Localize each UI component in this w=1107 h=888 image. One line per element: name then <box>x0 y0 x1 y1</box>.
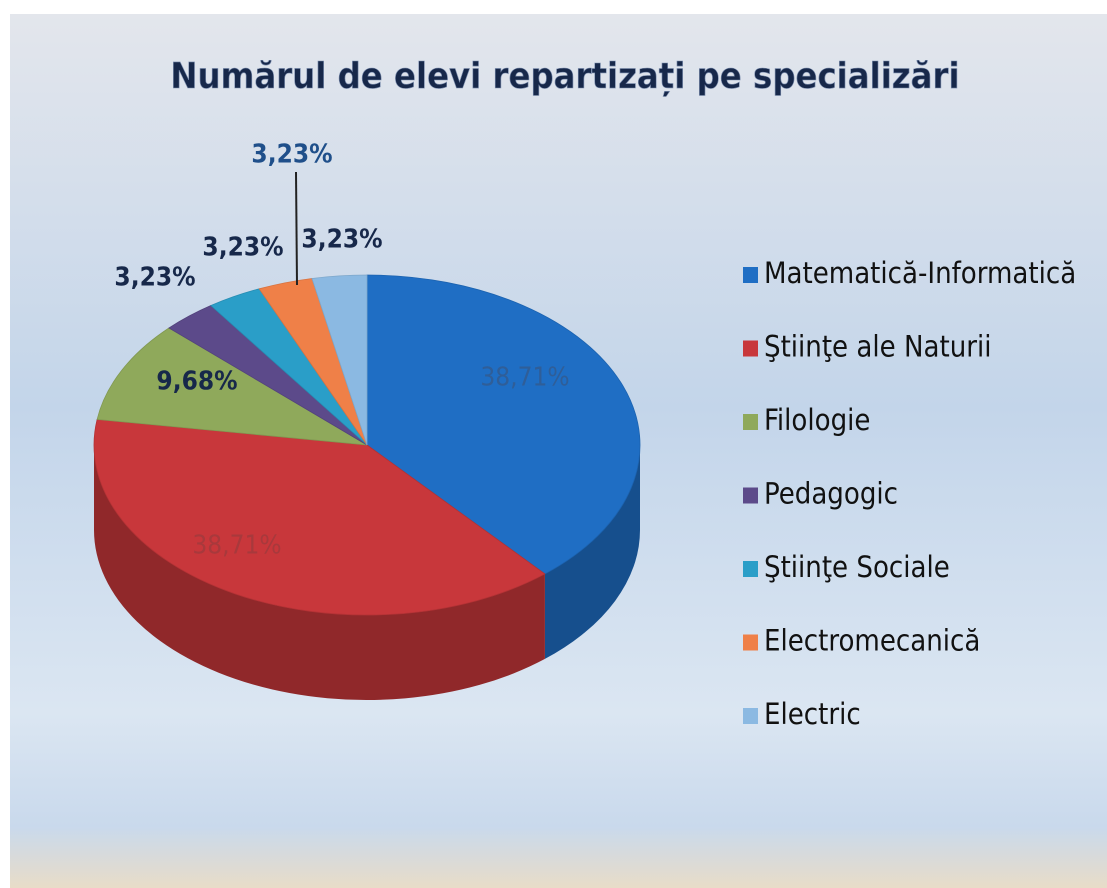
pie-slice <box>93 418 546 616</box>
legend-swatch <box>743 708 758 724</box>
legend-label: Ştiinţe Sociale <box>764 550 950 584</box>
data-label: 3,23% <box>114 263 195 293</box>
legend-swatch <box>743 634 758 651</box>
legend-label: Electromecanică <box>764 624 980 658</box>
leader-line <box>295 171 298 286</box>
data-label: 3,23% <box>251 140 332 170</box>
legend-label: Ştiinţe ale Naturii <box>764 330 991 364</box>
data-label: 3,23% <box>301 225 382 255</box>
legend-swatch <box>743 561 758 577</box>
pie-slice <box>96 327 368 446</box>
legend-swatch <box>743 340 758 357</box>
pie-slice-side <box>94 445 545 700</box>
legend-label: Filologie <box>764 403 870 437</box>
legend-label: Pedagogic <box>764 477 898 511</box>
data-label: 38,71% <box>192 531 281 561</box>
legend-swatch <box>743 487 758 504</box>
data-label: 9,68% <box>156 367 237 397</box>
legend-label: Electric <box>764 697 861 731</box>
data-label: 38,71% <box>480 363 569 393</box>
legend-swatch <box>743 414 758 430</box>
pie-slice <box>366 274 641 575</box>
legend-label: Matematică-Informatică <box>764 256 1076 290</box>
legend-swatch <box>743 267 758 283</box>
chart-title: Numărul de elevi repartizați pe speciali… <box>170 56 959 97</box>
pie-slice-side <box>544 445 640 659</box>
pie-slice <box>311 274 368 446</box>
data-label: 3,23% <box>202 233 283 263</box>
